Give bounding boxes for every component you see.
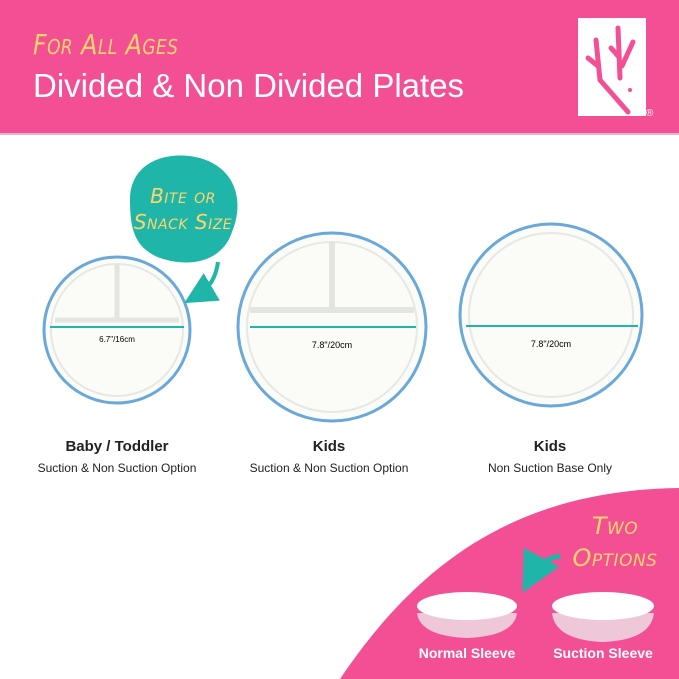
- plate-option: Suction & Non Suction Option: [37, 461, 197, 475]
- deer-icon: [585, 25, 636, 115]
- plate-baby: [42, 255, 192, 405]
- options-arrow: [522, 547, 561, 593]
- plate-size: 6.7"/16cm: [99, 335, 135, 344]
- options-line1: Two: [591, 512, 639, 540]
- plate-kids-plain: [458, 222, 644, 408]
- badge-text: Bite or Snack Size: [118, 183, 248, 235]
- options-line2: Options: [572, 544, 658, 572]
- header-banner: For All Ages Divided & Non Divided Plate…: [0, 0, 679, 135]
- tagline: For All Ages: [33, 28, 179, 61]
- options-heading: Two Options: [560, 510, 670, 574]
- plate-option: Suction & Non Suction Option: [249, 461, 409, 475]
- plate-size: 7.8"/20cm: [530, 339, 572, 349]
- badge-line1: Bite or: [150, 184, 216, 208]
- plate-name: Kids: [312, 438, 346, 455]
- plate-label: Kids Suction & Non Suction Option: [229, 438, 429, 475]
- registered-mark: ®: [646, 108, 654, 119]
- badge-line2: Snack Size: [133, 210, 233, 234]
- plate-name: Kids: [533, 438, 567, 455]
- page-title: Divided & Non Divided Plates: [33, 67, 465, 104]
- plate-label: Kids Non Suction Base Only: [460, 438, 640, 475]
- badge-arrow: [184, 261, 220, 304]
- brand-logo: [578, 18, 646, 116]
- badge-blob: [130, 155, 238, 263]
- normal-sleeve: [417, 592, 517, 638]
- plate-name: Baby / Toddler: [65, 438, 169, 455]
- suction-sleeve-label: Suction Sleeve: [553, 645, 653, 661]
- plate-size: 7.8"/20cm: [311, 340, 353, 350]
- plate-label: Baby / Toddler Suction & Non Suction Opti…: [17, 438, 217, 475]
- plate-option: Non Suction Base Only: [487, 461, 613, 475]
- plate-kids-divided: [236, 231, 428, 423]
- normal-sleeve-label: Normal Sleeve: [418, 645, 516, 661]
- suction-sleeve: [552, 592, 654, 642]
